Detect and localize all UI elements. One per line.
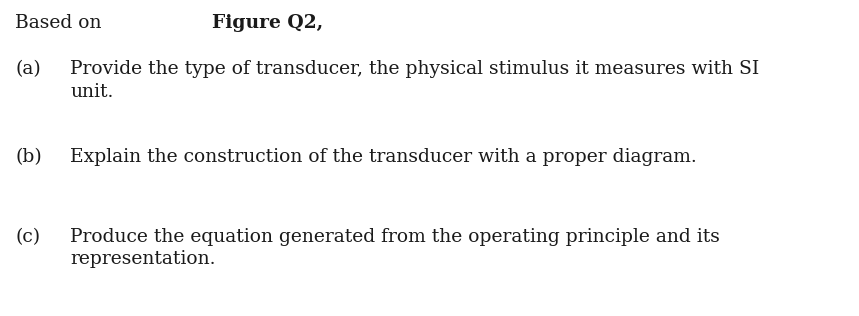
Text: (b): (b) xyxy=(15,148,42,166)
Text: unit.: unit. xyxy=(70,83,113,101)
Text: Provide the type of transducer, the physical stimulus it measures with SI: Provide the type of transducer, the phys… xyxy=(70,60,759,78)
Text: representation.: representation. xyxy=(70,250,216,268)
Text: (c): (c) xyxy=(15,228,40,246)
Text: Produce the equation generated from the operating principle and its: Produce the equation generated from the … xyxy=(70,228,721,246)
Text: Based on: Based on xyxy=(15,14,108,32)
Text: (a): (a) xyxy=(15,60,41,78)
Text: Explain the construction of the transducer with a proper diagram.: Explain the construction of the transduc… xyxy=(70,148,698,166)
Text: Figure Q2,: Figure Q2, xyxy=(212,14,323,32)
